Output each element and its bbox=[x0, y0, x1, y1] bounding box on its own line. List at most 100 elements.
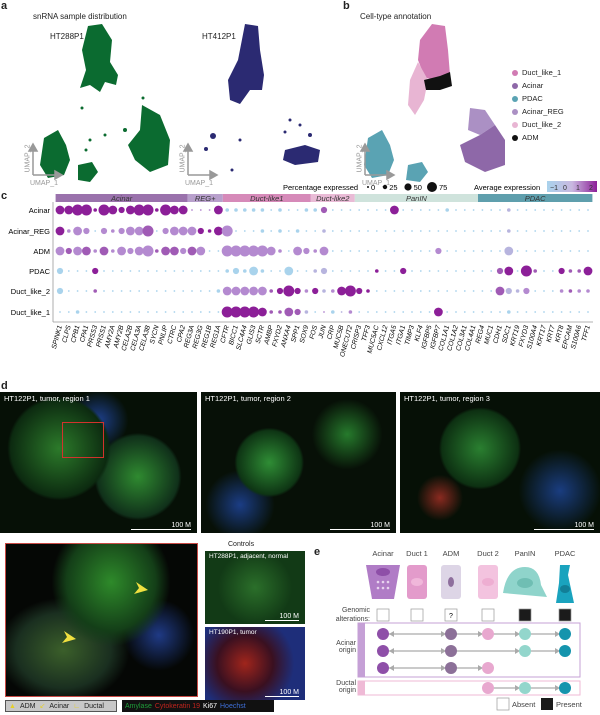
size-legend-tick: 50 bbox=[414, 183, 422, 192]
dot-PDAC-PRSS3 bbox=[92, 267, 99, 275]
dot-Duct_like_2-CFTR bbox=[222, 286, 232, 296]
umap-b-xlabel: UMAP_1 bbox=[362, 180, 391, 187]
dot-PDAC-CXCL12 bbox=[384, 270, 387, 272]
gene-label: SPP1 bbox=[290, 325, 301, 344]
dot-Duct_like_2-KRT7 bbox=[551, 290, 554, 292]
dot-PDAC-S100A6 bbox=[577, 269, 581, 273]
dot-Duct_like_2-KRT8 bbox=[559, 289, 564, 293]
dot-Acinar-CPA2 bbox=[178, 205, 188, 215]
dot-Acinar-PNLIP bbox=[160, 204, 172, 216]
dot-Duct_like_2-AMY2B bbox=[120, 290, 123, 292]
micrograph-inset-zoom bbox=[5, 543, 198, 697]
dot-PDAC-CPB1 bbox=[76, 270, 79, 272]
dot-Duct_like_1-TIMP3 bbox=[411, 311, 413, 313]
dot-PDAC-MUC5B bbox=[340, 270, 343, 272]
lineage-node bbox=[482, 628, 494, 640]
dot-PDAC-JUN bbox=[320, 267, 328, 275]
gene-label: CPA2 bbox=[176, 325, 187, 344]
dot-Duct_like_2-SCTR bbox=[258, 286, 267, 296]
dot-Duct_like_1-KRT17 bbox=[543, 311, 545, 313]
gene-label: MUC1 bbox=[483, 324, 495, 345]
arrowhead-icon bbox=[389, 648, 394, 654]
dot-PDAC-COL1A2 bbox=[455, 270, 457, 272]
dot-Duct_like_1-REG3G bbox=[199, 311, 202, 313]
dot-Acinar-MUC1 bbox=[490, 209, 493, 211]
dot-Duct_like_1-COL1A2 bbox=[455, 311, 457, 313]
dot-ADM-KRT7 bbox=[551, 250, 554, 252]
nucleus bbox=[517, 578, 533, 588]
group-label: REG+ bbox=[195, 194, 216, 203]
dot-Duct_like_1-TFF3 bbox=[367, 311, 369, 313]
dot-PDAC-CLPS bbox=[67, 270, 70, 272]
gene-label: CDH1 bbox=[492, 325, 504, 345]
dot-ADM-TFF1 bbox=[587, 250, 589, 252]
dot-ADM-ITGA5 bbox=[393, 250, 396, 252]
dot-Duct_like_1-BICC1 bbox=[230, 306, 242, 318]
dot-Duct_like_1-CELA3A bbox=[138, 311, 141, 313]
dot-PDAC-MUC5AC bbox=[375, 269, 379, 273]
dot-Duct_like_1-SDC1 bbox=[507, 310, 511, 314]
dot-PDAC-SYCN bbox=[155, 270, 158, 272]
gene-label: CFTR bbox=[220, 325, 231, 344]
dot-ADM-KLF4 bbox=[419, 250, 422, 252]
genomic-alteration-box bbox=[518, 608, 532, 622]
dot-Acinar_REG-CELA2B bbox=[125, 226, 135, 236]
dot-ADM-SPINK1 bbox=[55, 246, 65, 256]
arrowhead-icon bbox=[555, 648, 560, 654]
dot-Acinar-JUN bbox=[320, 206, 328, 214]
micrograph-caption: HT122P1, tumor, region 2 bbox=[205, 394, 291, 403]
dot-ADM-EPCAM bbox=[569, 250, 572, 252]
dot-Acinar-TFF1 bbox=[587, 209, 589, 211]
dot-PDAC-CRP bbox=[331, 270, 334, 272]
dot-Duct_like_2-KLF4 bbox=[419, 290, 422, 292]
dot-Duct_like_1-ANXA4 bbox=[284, 307, 294, 317]
sample-label-2: HT412P1 bbox=[202, 32, 236, 41]
dot-PDAC-CELA2B bbox=[129, 270, 132, 272]
dot-ADM-CELA3B bbox=[142, 245, 154, 257]
dot-Acinar-COL3A1 bbox=[463, 209, 466, 211]
color-legend-bar bbox=[547, 181, 597, 192]
dot-ADM-PRSS1 bbox=[99, 246, 109, 256]
dot-Duct_like_2-FXYD3 bbox=[523, 287, 530, 295]
dot-ADM-FOS bbox=[313, 249, 318, 253]
dot-Duct_like_1-KLF4 bbox=[419, 311, 422, 313]
dot-Duct_like_1-SPINK1 bbox=[59, 311, 61, 313]
dot-Acinar-FOS bbox=[313, 208, 318, 212]
legend-label: PDAC bbox=[522, 94, 543, 103]
dot-PDAC-SLC4A4 bbox=[243, 269, 247, 273]
arrowhead-icon bbox=[515, 685, 520, 691]
umap-plots bbox=[27, 24, 505, 182]
dot-Acinar_REG-S100A6 bbox=[578, 230, 581, 232]
dot-ADM-COL4A1 bbox=[472, 250, 475, 252]
dot-Duct_like_1-SPP1 bbox=[294, 308, 301, 316]
dot-ADM-TIMP3 bbox=[411, 250, 413, 252]
dot-Acinar_REG-KRT17 bbox=[543, 230, 545, 232]
gene-label: SDC1 bbox=[501, 325, 513, 345]
dot-Duct_like_1-CXCL12 bbox=[384, 311, 387, 313]
dot-Acinar-CDH1 bbox=[499, 209, 501, 211]
dot-PDAC-REG1A bbox=[217, 270, 220, 272]
arrowhead-icon bbox=[389, 665, 394, 671]
micrograph-caption: HT122P1, tumor, region 3 bbox=[404, 394, 490, 403]
dot-Acinar_REG-CXCL12 bbox=[384, 230, 387, 232]
dot-Acinar-CELA2B bbox=[125, 205, 135, 215]
dot-Duct_like_2-FOS bbox=[312, 287, 319, 295]
dot-Duct_like_1-CPA1 bbox=[85, 311, 88, 313]
dot-Duct_like_1-CRISP3 bbox=[358, 311, 361, 313]
dot-Duct_like_1-GLIS3 bbox=[248, 306, 260, 318]
color-legend-tick: 1 bbox=[576, 185, 580, 192]
micrograph-control-normal: HT288P1, adjacent, normal 100 M bbox=[205, 551, 305, 624]
dot-Acinar-CRP bbox=[331, 209, 334, 211]
granule bbox=[376, 580, 380, 584]
lineage-schematic: Acinar Duct 1 ADM Duct 2 PanIN PDAC? Absent Pre… bbox=[357, 549, 583, 711]
dot-Acinar_REG-MUC5B bbox=[340, 230, 343, 232]
stain-legend: Amylase Cytokeratin 19 Ki67 Hoechst bbox=[122, 700, 274, 712]
dot-Acinar_REG-KRT8 bbox=[560, 230, 563, 232]
dot-Acinar_REG-MUC5AC bbox=[375, 230, 378, 232]
dot-Duct_like_2-CPA1 bbox=[85, 290, 88, 292]
dot-Duct_like_2-COL1A2 bbox=[455, 290, 457, 292]
genomic-alterations-label: Genomic alterations: bbox=[335, 607, 370, 623]
group-label: Acinar bbox=[110, 194, 133, 203]
dot-Duct_like_2-CPA2 bbox=[182, 290, 185, 292]
dot-Acinar_REG-ANXA4 bbox=[287, 230, 290, 232]
